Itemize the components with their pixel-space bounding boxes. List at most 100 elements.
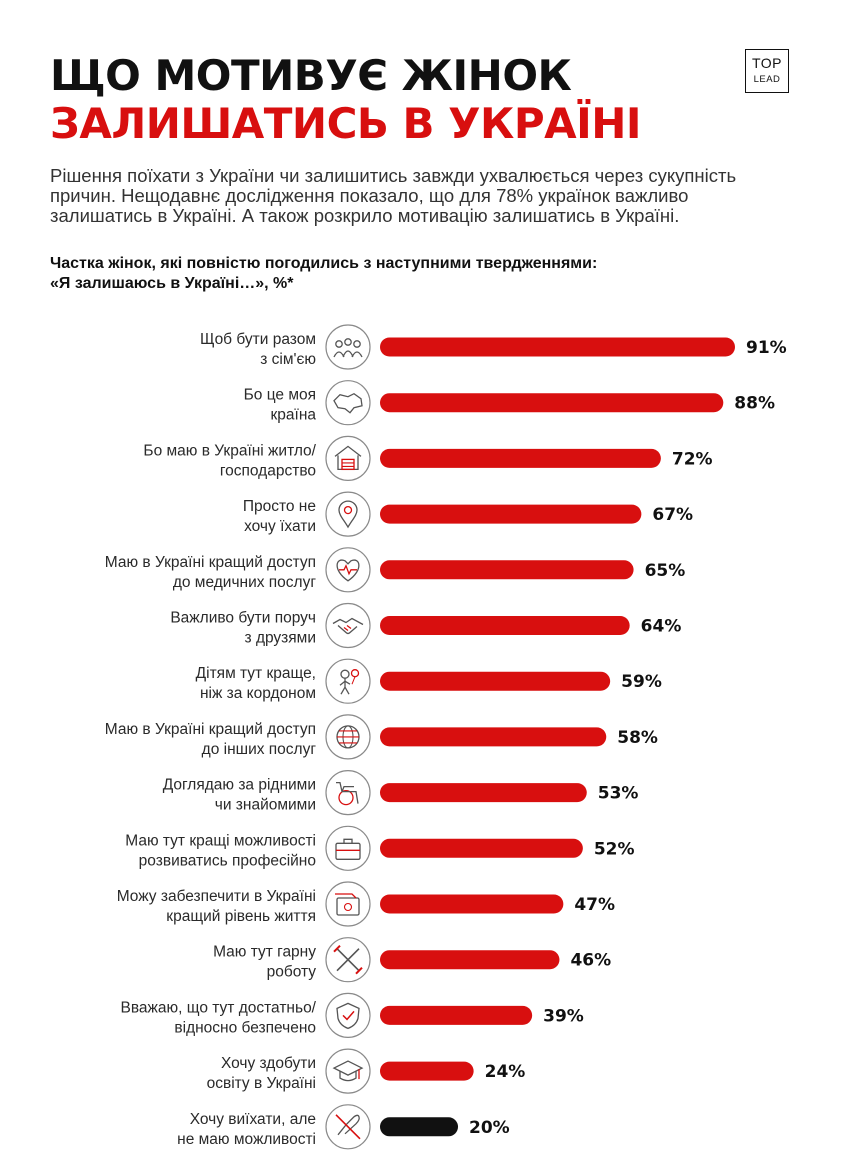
- category-label: розвиватись професійно: [139, 852, 316, 869]
- logo-bottom-text: LEAD: [753, 74, 781, 85]
- value-label: 64%: [641, 617, 682, 637]
- category-label: чи знайомими: [215, 797, 316, 814]
- bar: [380, 894, 564, 914]
- category-label: не маю можливості: [177, 1131, 316, 1148]
- category-label: Хочу виїхати, але: [190, 1111, 316, 1128]
- category-label: Хочу здобути: [221, 1055, 316, 1072]
- briefcase-icon: [325, 825, 371, 871]
- category-label: Можу забезпечити в Україні: [117, 888, 316, 905]
- category-label: відносно безпечено: [174, 1019, 316, 1036]
- title-line-2: ЗАЛИШАТИСЬ В УКРАЇНІ: [50, 99, 642, 148]
- top-lead-logo: TOP LEAD: [745, 49, 789, 93]
- category-label: Дітям тут краще,: [196, 665, 316, 682]
- chart-row: Бо маю в Україні житло/господарство 72%: [143, 435, 713, 481]
- category-label: кращий рівень життя: [166, 908, 316, 925]
- value-label: 20%: [469, 1118, 510, 1138]
- bar: [380, 337, 735, 357]
- chart-row: Просто не хочу їхати 67%: [243, 491, 693, 537]
- value-label: 59%: [621, 672, 662, 692]
- category-label: з друзями: [245, 630, 316, 647]
- value-label: 53%: [598, 784, 639, 804]
- wheelchair-icon: [325, 769, 371, 816]
- category-label: Щоб бути разом: [200, 331, 316, 348]
- category-label: Бо маю в Україні житло/: [143, 442, 316, 459]
- no-travel-icon: [325, 1104, 371, 1150]
- bar: [380, 727, 607, 747]
- category-label: до інших послуг: [202, 741, 317, 758]
- chart-row: Дітям тут краще, ніж за кордоном 59%: [196, 658, 662, 704]
- chart-subtitle: «Я залишаюсь в Україні…», %*: [50, 275, 294, 292]
- value-label: 24%: [485, 1062, 526, 1082]
- ukraine-map-icon: [325, 380, 371, 426]
- chart-row: Вважаю, що тут достатньо/відносно безпеч…: [121, 992, 584, 1039]
- category-label: Важливо бути поруч: [170, 610, 316, 627]
- bar: [380, 838, 583, 858]
- chart-row: Можу забезпечити в Україні кращий рівень …: [117, 881, 615, 927]
- bar: [380, 671, 611, 691]
- location-pin-icon: [325, 491, 371, 537]
- category-label: Просто не: [243, 498, 316, 515]
- value-label: 52%: [594, 839, 635, 859]
- chart-row: Хочу виїхати, але не маю можливості 20%: [177, 1104, 510, 1150]
- family-icon: [325, 324, 371, 370]
- value-label: 91%: [746, 338, 787, 358]
- value-label: 39%: [543, 1006, 584, 1026]
- bar: [380, 616, 630, 635]
- intro-paragraph: Рішення поїхати з України чи залишитись …: [50, 165, 737, 226]
- globe-icon: [325, 714, 371, 760]
- value-label: 58%: [617, 728, 658, 748]
- bar: [380, 448, 661, 468]
- category-label: господарство: [220, 462, 316, 479]
- bar: [380, 1061, 474, 1081]
- logo-top-text: TOP: [751, 55, 783, 71]
- title-line-1: ЩО МОТИВУЄ ЖІНОК: [50, 51, 572, 100]
- chart-row: Важливо бути поруч з друзями 64%: [170, 602, 682, 649]
- value-label: 88%: [734, 394, 775, 414]
- value-label: 47%: [574, 895, 615, 915]
- bar: [380, 560, 634, 580]
- category-label: освіту в Україні: [207, 1075, 316, 1092]
- chart-row: Маю в Україні кращий доступ до інших посл…: [105, 714, 658, 760]
- chart-row: Маю тут гарну роботу 46%: [213, 937, 611, 983]
- category-label: Доглядаю за рідними: [163, 777, 316, 794]
- chart-row: Хочу здобути освіту в Україні 24%: [207, 1048, 526, 1094]
- category-label: Бо це моя: [244, 387, 316, 404]
- child-icon: [325, 658, 371, 704]
- chart-row: Доглядаю за рідними чи знайомими 53%: [163, 769, 639, 816]
- bar: [380, 1117, 459, 1137]
- value-label: 46%: [570, 951, 611, 971]
- handshake-icon: [325, 602, 371, 649]
- value-label: 65%: [645, 561, 686, 581]
- value-label: 72%: [672, 449, 713, 469]
- page-title: ЩО МОТИВУЄ ЖІНОК ЗАЛИШАТИСЬ В УКРАЇНІ: [50, 51, 642, 148]
- category-label: країна: [270, 407, 316, 424]
- bar: [380, 393, 724, 413]
- category-label: Вважаю, що тут достатньо/: [121, 999, 317, 1016]
- house-icon: [325, 435, 371, 481]
- bar: [380, 950, 560, 970]
- shield-check-icon: [325, 992, 371, 1039]
- category-label: до медичних послуг: [173, 574, 317, 591]
- chart-row: Бо це моя країна 88%: [244, 380, 775, 426]
- graduation-cap-icon: [325, 1048, 371, 1094]
- category-label: Маю в Україні кращий доступ: [105, 721, 316, 738]
- chart-title-block: Частка жінок, які повністю погодились з …: [50, 254, 790, 294]
- category-label: хочу їхати: [244, 518, 316, 535]
- chart-row: Маю тут кращі можливості розвиватись проф…: [125, 825, 635, 871]
- chart-row: Щоб бути разом з сім'єю 91%: [200, 324, 787, 370]
- category-label: Маю тут кращі можливості: [125, 832, 316, 849]
- wallet-icon: [325, 881, 371, 927]
- category-label: Маю в Україні кращий доступ: [105, 554, 316, 571]
- bar: [380, 783, 587, 803]
- category-label: Маю тут гарну: [213, 944, 316, 961]
- value-label: 67%: [652, 505, 693, 525]
- category-label: з сім'єю: [260, 351, 316, 368]
- bar: [380, 504, 642, 524]
- bar: [380, 1005, 533, 1025]
- heart-pulse-icon: [325, 547, 371, 593]
- category-label: ніж за кордоном: [200, 685, 316, 702]
- category-label: роботу: [267, 964, 317, 981]
- tools-icon: [325, 937, 371, 983]
- chart-row: Маю в Україні кращий доступ до медичних п…: [105, 547, 686, 593]
